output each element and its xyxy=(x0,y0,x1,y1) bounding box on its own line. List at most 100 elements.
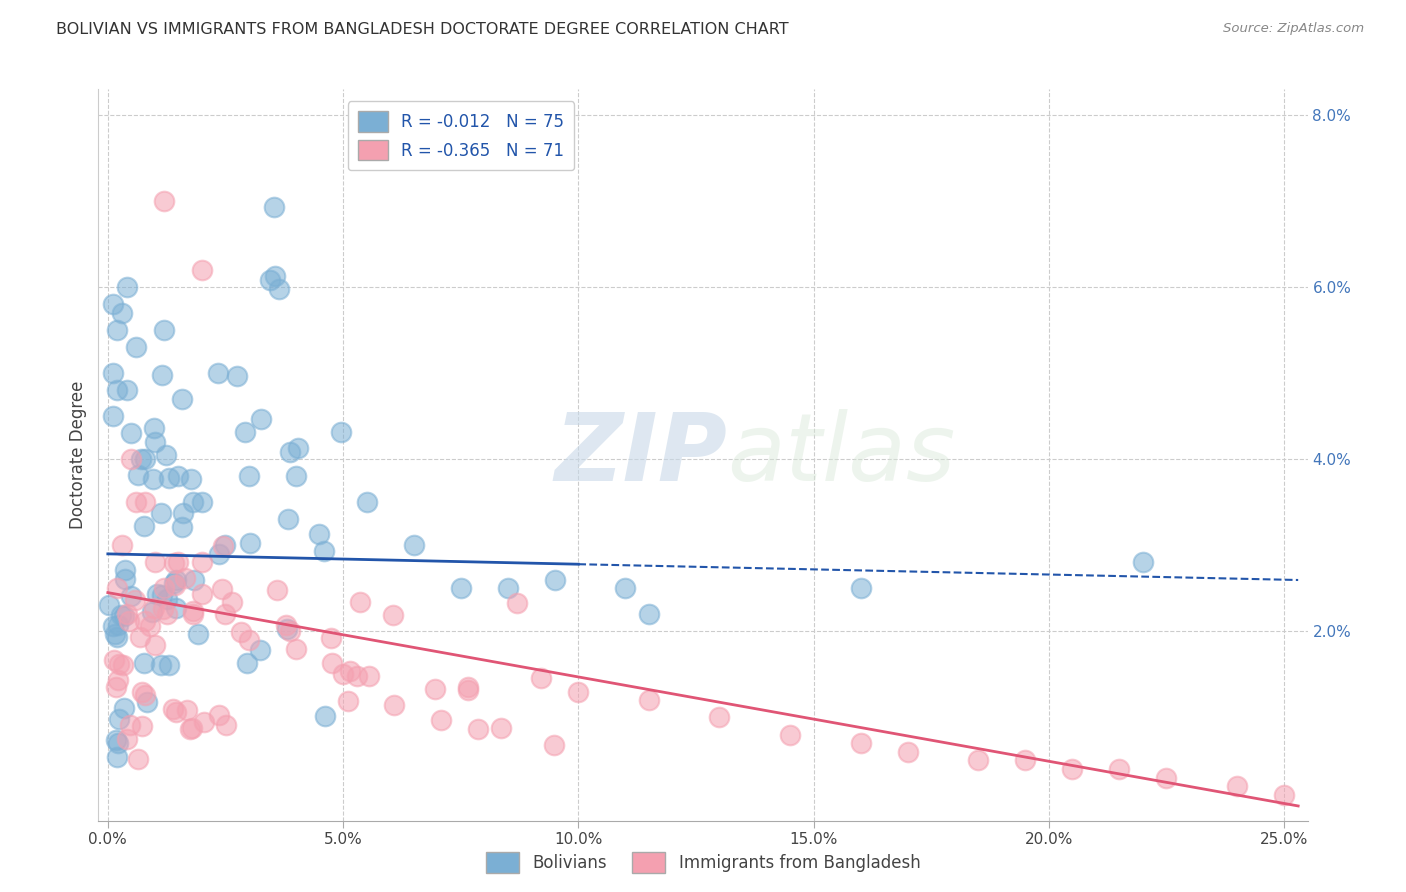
Point xyxy=(276,622,298,636)
Point xyxy=(287,441,309,455)
Point xyxy=(101,297,124,311)
Point xyxy=(638,693,661,707)
Point xyxy=(179,722,201,736)
Point xyxy=(1108,762,1130,776)
Point xyxy=(104,732,127,747)
Point xyxy=(238,632,260,647)
Point xyxy=(849,736,872,750)
Point xyxy=(193,714,215,729)
Point xyxy=(264,269,287,284)
Point xyxy=(142,472,165,486)
Point xyxy=(239,535,262,549)
Legend: R = -0.012   N = 75, R = -0.365   N = 71: R = -0.012 N = 75, R = -0.365 N = 71 xyxy=(349,101,574,170)
Point xyxy=(614,582,637,596)
Point xyxy=(266,583,288,598)
Point xyxy=(132,656,155,670)
Point xyxy=(120,589,142,603)
Point xyxy=(215,718,238,732)
Point xyxy=(530,671,553,685)
Point xyxy=(124,593,146,607)
Point xyxy=(180,472,202,486)
Point xyxy=(321,657,343,671)
Point xyxy=(142,601,165,615)
Point xyxy=(214,538,236,552)
Point xyxy=(212,539,235,553)
Point xyxy=(111,658,134,673)
Point xyxy=(105,630,128,644)
Legend: Bolivians, Immigrants from Bangladesh: Bolivians, Immigrants from Bangladesh xyxy=(479,846,927,880)
Point xyxy=(382,607,405,622)
Point xyxy=(382,698,405,712)
Point xyxy=(103,627,125,641)
Point xyxy=(249,642,271,657)
Point xyxy=(110,608,132,623)
Point xyxy=(125,495,148,509)
Point xyxy=(221,595,243,609)
Point xyxy=(277,511,299,525)
Point xyxy=(231,624,253,639)
Point xyxy=(165,574,187,588)
Point xyxy=(143,638,166,652)
Point xyxy=(167,469,190,483)
Text: atlas: atlas xyxy=(727,409,956,500)
Point xyxy=(779,728,801,742)
Point xyxy=(267,282,290,296)
Point xyxy=(567,684,589,698)
Point xyxy=(167,556,190,570)
Point xyxy=(127,752,149,766)
Point xyxy=(174,571,197,585)
Point xyxy=(308,527,330,541)
Point xyxy=(108,657,131,671)
Point xyxy=(143,556,166,570)
Point xyxy=(330,425,353,439)
Point xyxy=(165,600,187,615)
Point xyxy=(238,469,260,483)
Point xyxy=(314,544,336,558)
Point xyxy=(489,721,512,735)
Point xyxy=(496,582,519,596)
Point xyxy=(152,602,174,616)
Point xyxy=(127,467,149,482)
Point xyxy=(153,582,176,596)
Point xyxy=(153,323,176,337)
Point xyxy=(259,273,281,287)
Point xyxy=(402,538,425,552)
Point xyxy=(172,506,194,520)
Point xyxy=(191,495,214,509)
Point xyxy=(709,710,731,724)
Point xyxy=(1062,762,1084,776)
Point xyxy=(157,657,180,672)
Text: ZIP: ZIP xyxy=(554,409,727,501)
Point xyxy=(1014,753,1036,767)
Point xyxy=(115,384,138,398)
Point xyxy=(115,280,138,294)
Point xyxy=(120,718,142,732)
Point xyxy=(117,732,139,747)
Point xyxy=(339,664,361,678)
Point xyxy=(181,495,204,509)
Point xyxy=(457,680,479,694)
Point xyxy=(450,582,472,596)
Point xyxy=(155,448,177,462)
Point xyxy=(141,606,163,620)
Point xyxy=(285,641,308,656)
Point xyxy=(139,619,162,633)
Point xyxy=(249,411,271,425)
Point xyxy=(1272,788,1295,802)
Point xyxy=(315,709,337,723)
Point xyxy=(356,495,378,509)
Point xyxy=(134,688,156,702)
Point xyxy=(208,708,231,723)
Point xyxy=(274,617,297,632)
Point xyxy=(544,573,567,587)
Point xyxy=(457,682,479,697)
Point xyxy=(104,681,127,695)
Point xyxy=(120,452,142,467)
Point xyxy=(849,582,872,596)
Point xyxy=(129,452,152,467)
Point xyxy=(207,366,229,380)
Point xyxy=(183,573,205,587)
Point xyxy=(967,753,990,767)
Point xyxy=(101,409,124,424)
Point xyxy=(107,735,129,749)
